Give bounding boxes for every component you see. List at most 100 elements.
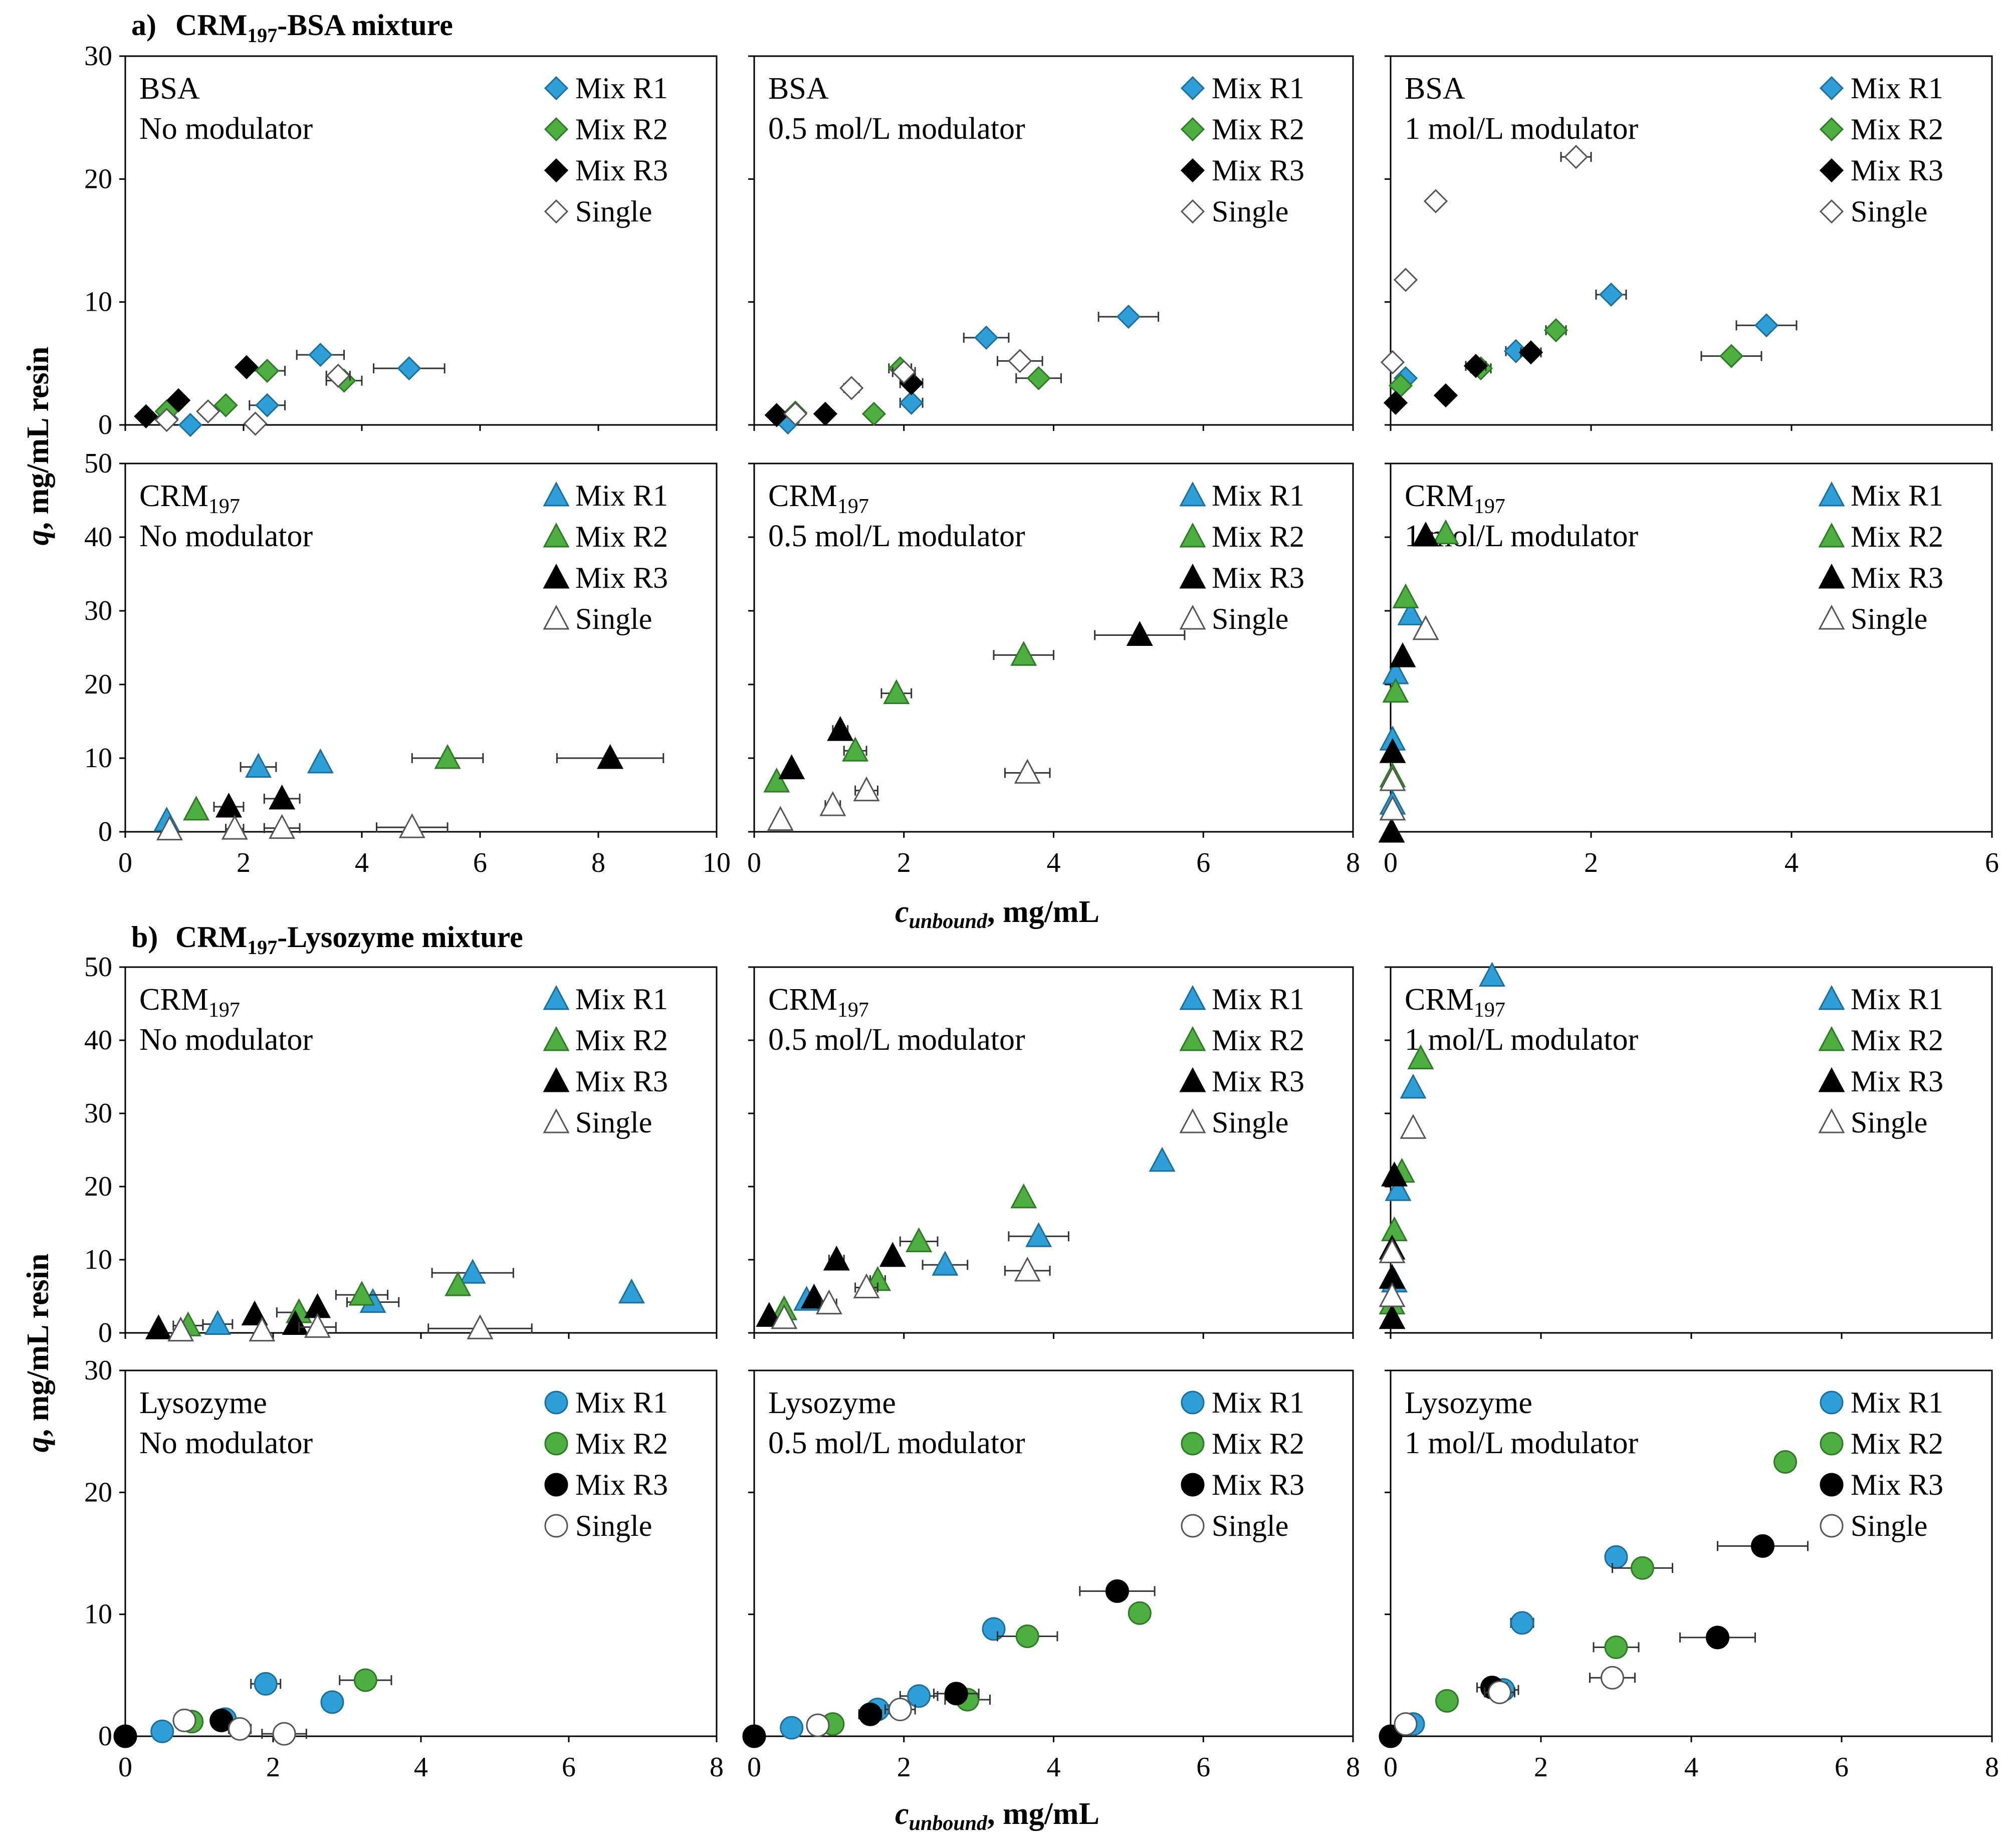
- data-point: [842, 737, 869, 762]
- legend-marker-mix-r2: [1818, 1026, 1845, 1051]
- y-tick-label: 50: [84, 448, 112, 479]
- plot-frame: [124, 1369, 718, 1737]
- legend-marker-mix-r3: [1181, 1473, 1205, 1497]
- data-point: [282, 1310, 309, 1335]
- data-point: [304, 1313, 331, 1338]
- data-point: [1105, 1579, 1129, 1603]
- data-point: [783, 401, 808, 426]
- legend-label: Mix R1: [1851, 479, 1943, 512]
- data-point: [221, 814, 248, 840]
- x-tick-label: 6: [562, 1752, 576, 1783]
- data-point: [459, 1259, 486, 1284]
- plot-frame: [753, 966, 1354, 1334]
- data-point: [1379, 738, 1406, 763]
- data-point: [255, 358, 280, 383]
- legend-label: Mix R1: [1851, 983, 1943, 1016]
- data-point: [307, 748, 334, 774]
- legend-marker-mix-r1: [1179, 985, 1206, 1010]
- data-point: [853, 776, 880, 802]
- legend-marker-mix-r3: [1818, 563, 1845, 589]
- panel-condition-label: 1 mol/L modulator: [1405, 1023, 1638, 1057]
- data-point: [1126, 621, 1153, 646]
- data-point: [944, 1682, 968, 1706]
- legend: Mix R1 Mix R2 Mix R3 Single: [1819, 72, 1943, 228]
- data-point: [764, 403, 789, 427]
- y-tick-label: 30: [84, 595, 112, 626]
- legend-marker-single: [1818, 604, 1845, 630]
- legend-marker-single: [1181, 1514, 1205, 1538]
- legend-label: Mix R3: [1851, 1468, 1943, 1501]
- legend-marker-mix-r1: [1180, 76, 1205, 101]
- series-mix-r3: [1378, 521, 1439, 843]
- legend-label: Mix R2: [575, 1427, 668, 1460]
- section-a-title: CRM197-BSA mixture: [175, 9, 453, 47]
- data-point: [1008, 349, 1032, 373]
- legend: Mix R1 Mix R2 Mix R3 Single: [1181, 1386, 1304, 1542]
- legend-label: Mix R3: [1212, 1065, 1304, 1098]
- data-point: [1518, 340, 1543, 365]
- y-tick-label: 30: [84, 41, 112, 72]
- panel-protein-label: CRM197: [1405, 479, 1505, 518]
- data-point: [1010, 641, 1037, 666]
- data-point: [1010, 1183, 1037, 1209]
- x-tick-label: 8: [1346, 847, 1360, 878]
- data-point: [1379, 766, 1406, 791]
- x-tick-label: 4: [1047, 1752, 1061, 1783]
- legend-label: Mix R1: [1851, 1386, 1943, 1419]
- section-b-tag: b): [131, 920, 158, 954]
- legend-marker-mix-r2: [1820, 1432, 1844, 1456]
- series-single: [1380, 145, 1592, 375]
- legend-label: Mix R2: [575, 1024, 668, 1057]
- plot-frame: [753, 1369, 1354, 1737]
- legend-label: Mix R1: [575, 1386, 668, 1419]
- data-point: [1564, 145, 1589, 169]
- y-tick-label: 20: [84, 163, 112, 194]
- x-tick-label: 4: [414, 1752, 428, 1783]
- data-point: [269, 784, 296, 810]
- y-tick-label: 10: [84, 287, 112, 318]
- legend: Mix R1 Mix R2 Mix R3 Single: [1818, 983, 1943, 1139]
- data-point: [1599, 282, 1624, 307]
- series-mix-r2: [180, 1668, 392, 1734]
- legend-marker-mix-r3: [1180, 158, 1205, 183]
- y-tick-label: 0: [98, 409, 112, 440]
- data-point: [397, 356, 421, 381]
- legend-label: Single: [575, 1509, 652, 1542]
- y-tick-label: 50: [84, 952, 112, 983]
- data-point: [1423, 189, 1448, 213]
- legend: Mix R1 Mix R2 Mix R3 Single: [543, 983, 668, 1139]
- y-axis-label-b: q, mg/mL resin: [21, 1254, 55, 1453]
- series-mix-r1: [793, 1146, 1176, 1311]
- data-point: [269, 814, 296, 839]
- series-single: [156, 813, 449, 841]
- data-point: [204, 1310, 231, 1335]
- data-point: [1380, 350, 1405, 375]
- legend-marker-mix-r3: [1179, 563, 1206, 589]
- data-point: [1604, 1635, 1628, 1659]
- data-point: [1128, 1601, 1152, 1625]
- x-tick-label: 6: [1196, 1752, 1210, 1783]
- panel-condition-label: 0.5 mol/L modulator: [768, 519, 1025, 553]
- panel-protein-label: CRM197: [768, 983, 869, 1022]
- data-point: [1407, 1044, 1434, 1069]
- legend-label: Mix R1: [1212, 983, 1304, 1016]
- data-point: [1389, 642, 1416, 667]
- y-axis-label-a: q, mg/mL resin: [21, 347, 55, 546]
- data-point: [767, 806, 794, 831]
- data-point: [778, 754, 805, 780]
- section-a-tag: a): [131, 9, 156, 42]
- x-tick-label: 0: [118, 1752, 132, 1783]
- data-point: [178, 412, 202, 437]
- data-point: [1014, 1256, 1041, 1282]
- series-mix-r3: [1383, 340, 1543, 415]
- data-point: [906, 1227, 933, 1252]
- plot-frame: [124, 966, 718, 1334]
- panel-condition-label: No modulator: [139, 519, 313, 553]
- legend-marker-mix-r3: [1179, 1067, 1206, 1092]
- data-point: [801, 1283, 827, 1309]
- data-point: [819, 791, 846, 816]
- panel-a-bsa-0: 0 10 20 30 BSA No modulator Mix R1 Mix R2 Mix R3…: [84, 41, 718, 440]
